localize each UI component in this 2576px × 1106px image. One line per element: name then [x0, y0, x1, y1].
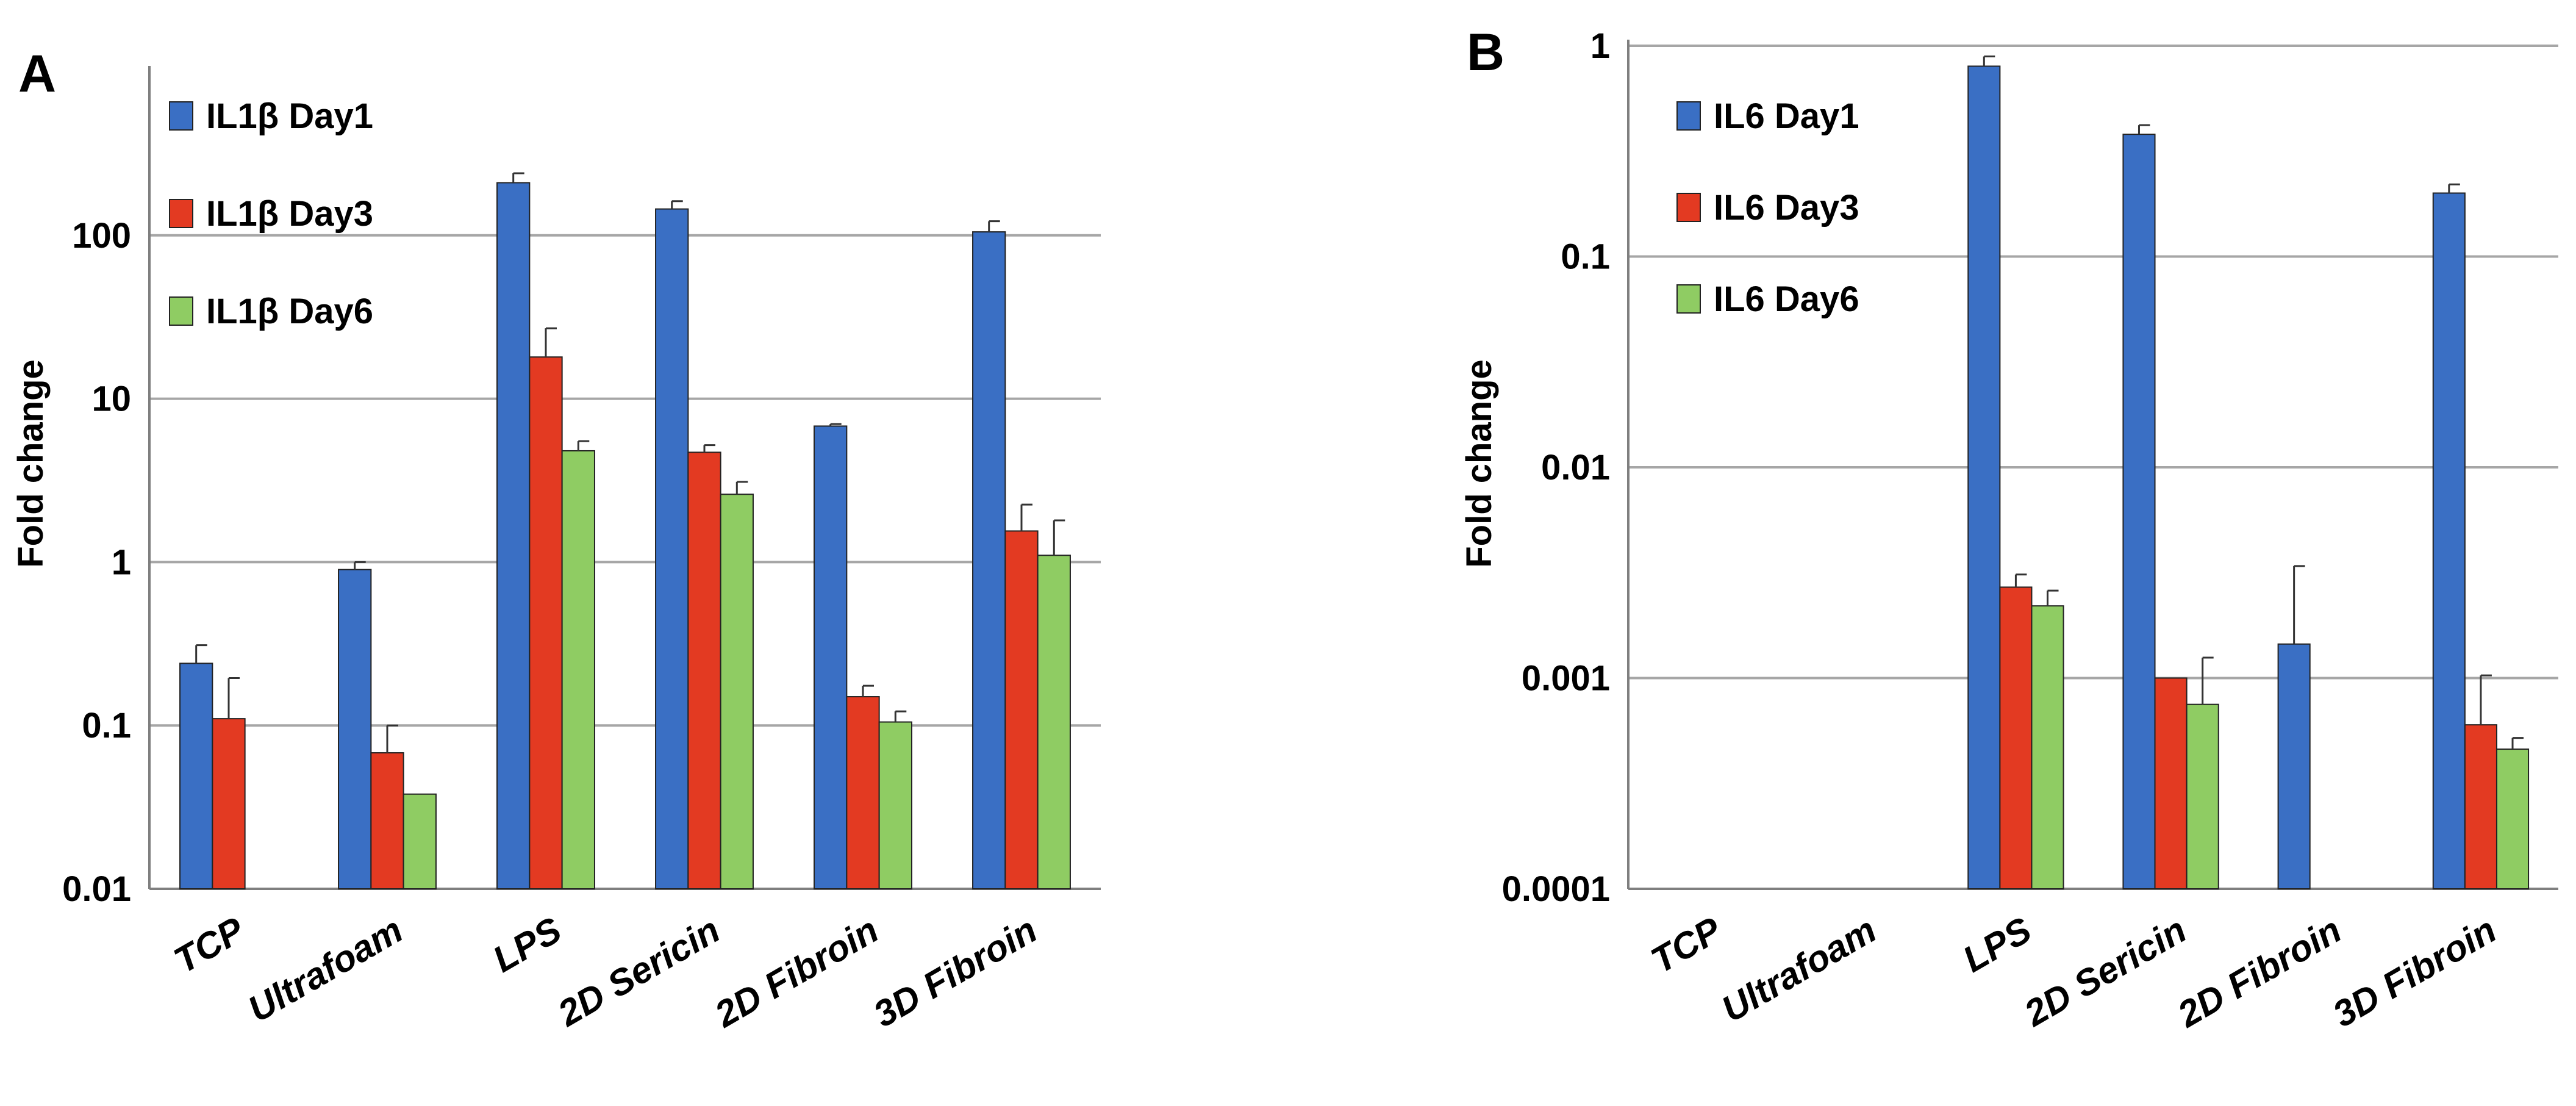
legend-label: IL1β Day3: [206, 194, 373, 234]
legend-swatch: [169, 296, 193, 326]
y-tick-label: 1: [1590, 26, 1610, 66]
bar: [179, 663, 213, 889]
bar: [212, 718, 246, 889]
bar: [2277, 643, 2311, 889]
x-category-label: Ultrafoam: [1715, 909, 1883, 1030]
x-category-label: 2D Sericin: [2017, 909, 2194, 1034]
x-category-label: TCP: [1644, 909, 1728, 982]
y-tick-label: 1: [112, 542, 131, 582]
bar: [2031, 605, 2064, 890]
x-category-label: LPS: [1956, 909, 2038, 980]
x-category-label: 2D Sericin: [551, 909, 727, 1034]
bar: [720, 494, 754, 889]
y-tick-label: 0.01: [1541, 448, 1610, 487]
x-category-label: 2D Fibroin: [2170, 909, 2348, 1035]
panel-b-y-axis-label: Fold change: [1459, 359, 1499, 568]
bar: [561, 450, 595, 889]
bar: [2122, 134, 2156, 889]
bar: [496, 182, 531, 890]
legend-label: IL6 Day3: [1714, 188, 1859, 228]
bar: [972, 231, 1006, 890]
y-tick-label: 0.01: [62, 869, 131, 909]
bar: [1037, 555, 1071, 889]
x-category-label: TCP: [167, 909, 251, 982]
bar: [2432, 192, 2466, 889]
legend-swatch: [169, 199, 193, 228]
legend-swatch: [169, 101, 193, 131]
y-tick-label: 100: [72, 216, 131, 256]
legend-label: IL6 Day6: [1714, 279, 1859, 319]
x-category-label: Ultrafoam: [241, 909, 409, 1030]
x-category-label: 3D Fibroin: [867, 909, 1043, 1035]
legend-label: IL6 Day1: [1714, 96, 1859, 136]
legend-swatch: [1676, 101, 1701, 131]
legend-label: IL1β Day1: [206, 96, 373, 136]
y-tick-label: 0.1: [1561, 237, 1610, 277]
bar: [846, 696, 880, 889]
legend-swatch: [1676, 284, 1701, 314]
bar: [687, 451, 721, 889]
bar: [2154, 677, 2188, 889]
x-category-label: LPS: [486, 909, 568, 980]
bar: [655, 208, 689, 889]
panel-b-letter: B: [1467, 23, 1504, 82]
bar: [338, 569, 372, 889]
y-tick-label: 0.001: [1522, 659, 1610, 698]
y-tick-label: 0.0001: [1502, 869, 1610, 909]
bar: [814, 425, 848, 889]
x-category-label: 2D Fibroin: [707, 909, 885, 1035]
bar: [1999, 586, 2033, 889]
bar: [878, 721, 912, 889]
x-category-label: 3D Fibroin: [2326, 909, 2503, 1035]
bar: [1967, 65, 2001, 889]
bar: [2464, 724, 2497, 890]
panel-a-y-axis-label: Fold change: [11, 359, 51, 568]
bar: [529, 356, 563, 889]
legend-label: IL1β Day6: [206, 292, 373, 331]
panel-b-chart: B Fold change 0.0001 0.001 0.01 0.1 1 TCPUltr…: [1459, 23, 2558, 1035]
y-tick-label: 10: [91, 379, 131, 419]
bar: [402, 793, 437, 890]
bar: [2496, 749, 2530, 890]
bar: [2186, 703, 2219, 890]
panel-a-letter: A: [18, 45, 56, 103]
bar: [370, 752, 404, 889]
y-tick-label: 0.1: [82, 706, 131, 745]
legend-swatch: [1676, 193, 1701, 222]
bar: [1004, 530, 1039, 889]
